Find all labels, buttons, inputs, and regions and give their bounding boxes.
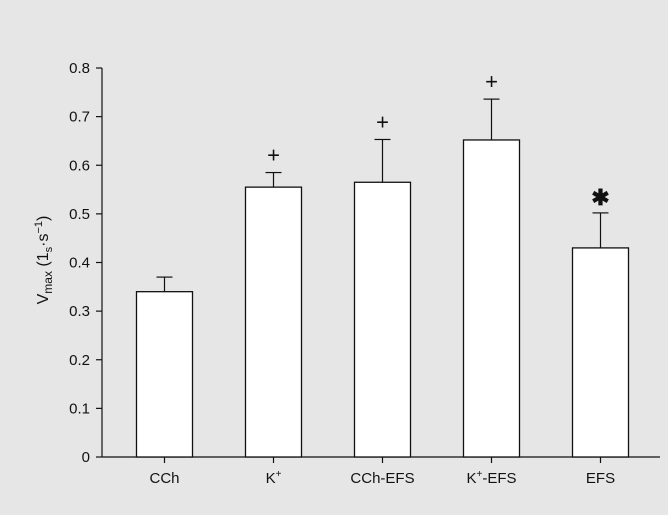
y-tick-label: 0.5 <box>69 206 90 223</box>
bar <box>244 186 303 458</box>
x-tick-label: K+-EFS <box>466 469 516 487</box>
y-axis-label: Vmax (1s·s−1) <box>33 216 55 305</box>
bar <box>135 291 194 458</box>
plus-annotation: + <box>376 109 389 134</box>
asterisk-annotation: ✱ <box>591 185 609 210</box>
y-tick-label: 0.2 <box>69 352 90 369</box>
y-tick-label: 0.3 <box>69 303 90 320</box>
y-tick-label: 0 <box>82 449 90 466</box>
plus-annotation: + <box>267 143 280 168</box>
x-axis: CCh K+ CCh-EFS K+-EFS EFS <box>102 456 660 487</box>
significance-annotations: + + + ✱ <box>267 69 610 210</box>
x-tick-label: K+ <box>266 469 282 487</box>
x-tick-label: CCh-EFS <box>350 470 414 487</box>
y-tick-label: 0.4 <box>69 255 90 272</box>
y-tick-label: 0.8 <box>69 60 90 77</box>
bars <box>135 139 630 458</box>
error-bars <box>156 98 609 292</box>
bar <box>462 139 521 458</box>
x-tick-label: CCh <box>149 470 179 487</box>
bar <box>571 247 630 458</box>
y-tick-label: 0.6 <box>69 157 90 174</box>
y-tick-label: 0.1 <box>69 400 90 417</box>
plus-annotation: + <box>485 69 498 94</box>
y-tick-label: 0.7 <box>69 109 90 126</box>
y-axis: 0 0.1 0.2 0.3 0.4 0.5 0.6 0.7 0.8 <box>69 60 103 466</box>
x-tick-label: EFS <box>586 470 615 487</box>
bar <box>353 181 412 458</box>
